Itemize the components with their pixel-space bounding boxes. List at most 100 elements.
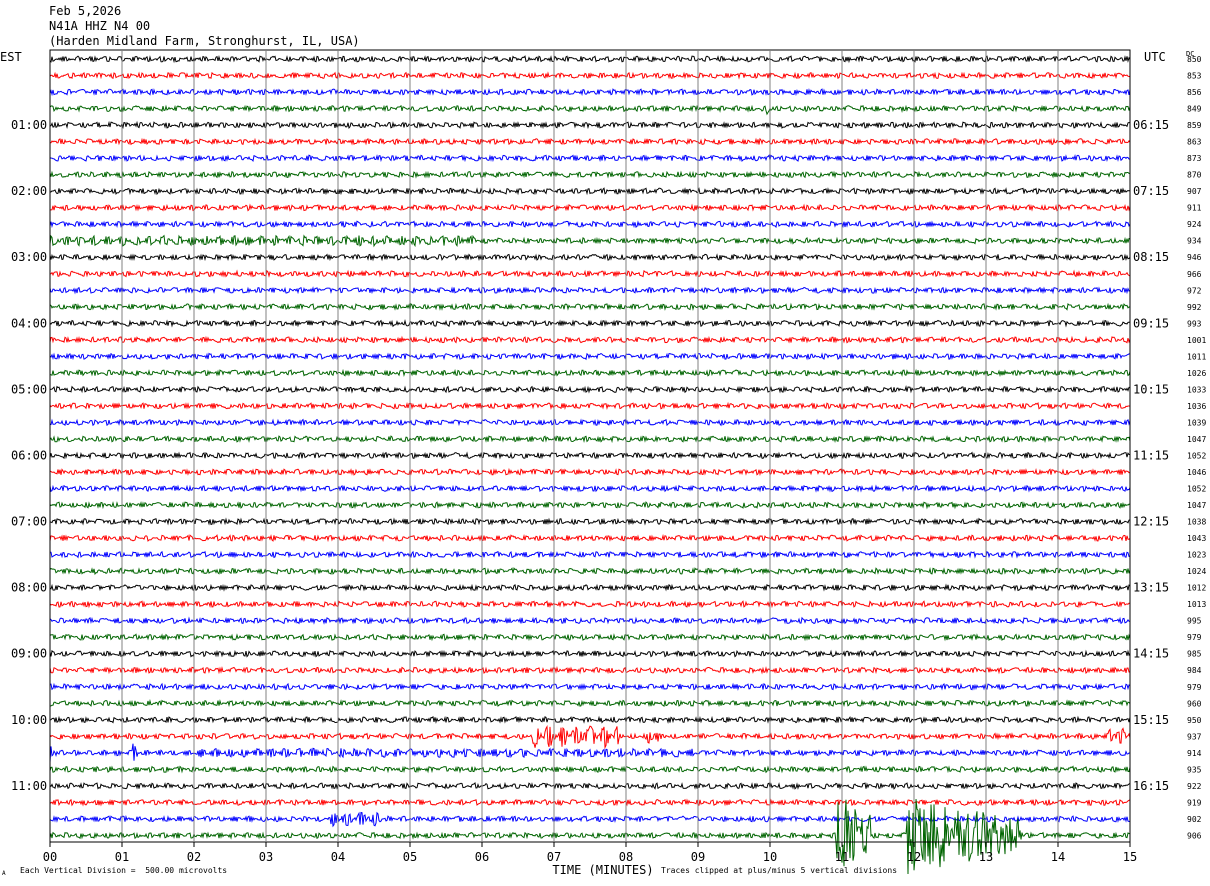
- header-station: N41A HHZ N4 00: [49, 19, 151, 33]
- trace-line: [49, 87, 1131, 97]
- left-hour-label: 10:00: [11, 713, 47, 727]
- trace-line: [49, 401, 1131, 411]
- x-tick-label: 01: [115, 850, 129, 864]
- dc-offset-label: 934: [1187, 237, 1202, 246]
- dc-offset-label: 853: [1187, 72, 1202, 81]
- dc-offset-label: 946: [1187, 253, 1202, 262]
- left-hour-label: 04:00: [11, 316, 47, 330]
- trace-line: [49, 798, 1131, 807]
- dc-offset-label: 937: [1187, 732, 1202, 741]
- trace-line: [49, 319, 1131, 328]
- trace-line: [49, 743, 1130, 763]
- dc-offset-label: 1033: [1187, 385, 1206, 394]
- x-tick-label: 04: [331, 850, 345, 864]
- trace-line: [49, 385, 1130, 394]
- dc-offset-label: 859: [1187, 121, 1202, 130]
- left-hour-label: 01:00: [11, 118, 47, 132]
- left-hour-label: 07:00: [11, 515, 47, 529]
- trace-line: [49, 286, 1131, 295]
- grid: [49, 49, 1131, 847]
- trace-line: [49, 725, 1131, 750]
- trace-line: [49, 187, 1131, 196]
- dc-header-label: DC: [1186, 50, 1194, 58]
- trace-line: [49, 467, 1131, 477]
- dc-offset-label: 935: [1187, 765, 1202, 774]
- right-hour-label: 14:15: [1133, 647, 1169, 661]
- trace-line: [49, 600, 1131, 609]
- dc-offset-label: 1047: [1187, 435, 1206, 444]
- trace-line: [50, 682, 1131, 691]
- trace-line: [49, 765, 1131, 774]
- header-date: Feb 5,2026: [49, 4, 122, 18]
- right-hour-label: 07:15: [1133, 184, 1169, 198]
- x-axis-title: TIME (MINUTES): [552, 863, 653, 877]
- trace-line: [49, 71, 1131, 80]
- x-tick-label: 12: [907, 850, 921, 864]
- dc-offset-label: 906: [1187, 831, 1202, 840]
- x-tick-label: 09: [691, 850, 705, 864]
- dc-offset-label: 1024: [1187, 567, 1206, 576]
- right-hour-label: 16:15: [1133, 779, 1169, 793]
- dc-offset-label: 911: [1187, 204, 1202, 213]
- dc-offset-label: 984: [1187, 666, 1202, 675]
- x-tick-label: 06: [475, 850, 489, 864]
- trace-line: [49, 54, 1131, 64]
- dc-offset-label: 902: [1187, 815, 1202, 824]
- dc-offset-label: 993: [1187, 319, 1202, 328]
- trace-line: [49, 811, 1131, 828]
- trace-line: [49, 567, 1131, 576]
- trace-line: [49, 517, 1131, 526]
- plot-frame: [49, 49, 1131, 843]
- dc-offset-label: 960: [1187, 699, 1202, 708]
- x-tick-label: 08: [619, 850, 633, 864]
- x-tick-label: 03: [259, 850, 273, 864]
- right-hour-label: 12:15: [1133, 515, 1169, 529]
- x-tick-label: 02: [187, 850, 201, 864]
- trace-line: [49, 253, 1131, 262]
- left-hour-label: 08:00: [11, 581, 47, 595]
- trace-line: [49, 120, 1131, 130]
- left-hour-label: 02:00: [11, 184, 47, 198]
- right-hour-label: 10:15: [1133, 382, 1169, 396]
- trace-line: [50, 137, 1131, 146]
- corner-mark: A: [2, 870, 6, 877]
- dc-offset-label: 1038: [1187, 518, 1206, 527]
- dc-offset-label: 972: [1187, 286, 1202, 295]
- clip-note: Traces clipped at plus/minus 5 vertical …: [661, 866, 898, 875]
- dc-offset-label: 1011: [1187, 352, 1206, 361]
- right-hour-label: 08:15: [1133, 250, 1169, 264]
- x-tick-label: 05: [403, 850, 417, 864]
- dc-offset-label: 995: [1187, 617, 1202, 626]
- trace-line: [49, 500, 1131, 510]
- dc-offset-label: 1023: [1187, 551, 1206, 560]
- x-tick-label: 10: [763, 850, 777, 864]
- dc-offset-label: 1013: [1187, 600, 1206, 609]
- left-hour-label: 03:00: [11, 250, 47, 264]
- left-hour-label: 06:00: [11, 448, 47, 462]
- left-timezone-label: EST: [0, 50, 22, 64]
- right-hour-label: 09:15: [1133, 316, 1169, 330]
- dc-offset-label: 979: [1187, 633, 1202, 642]
- dc-offset-label: 979: [1187, 683, 1202, 692]
- dc-offset-label: 873: [1187, 154, 1202, 163]
- right-hour-label: 06:15: [1133, 118, 1169, 132]
- dc-offset-label: 1052: [1187, 485, 1206, 494]
- dc-offset-label: 1043: [1187, 534, 1206, 543]
- traces: [49, 54, 1131, 875]
- right-timezone-label: UTC: [1144, 50, 1166, 64]
- dc-offset-label: 950: [1187, 716, 1202, 725]
- trace-line: [49, 435, 1131, 444]
- dc-offset-label: 922: [1187, 782, 1202, 791]
- trace-line: [49, 616, 1130, 625]
- left-hour-label: 11:00: [11, 779, 47, 793]
- dc-offset-label: 914: [1187, 749, 1202, 758]
- trace-line: [49, 302, 1131, 311]
- x-tick-label: 13: [979, 850, 993, 864]
- right-hour-label: 13:15: [1133, 581, 1169, 595]
- trace-line: [49, 633, 1131, 642]
- trace-line: [49, 104, 1131, 116]
- trace-line: [49, 484, 1131, 493]
- dc-offset-label: 924: [1187, 220, 1202, 229]
- dc-offset-label: 919: [1187, 798, 1202, 807]
